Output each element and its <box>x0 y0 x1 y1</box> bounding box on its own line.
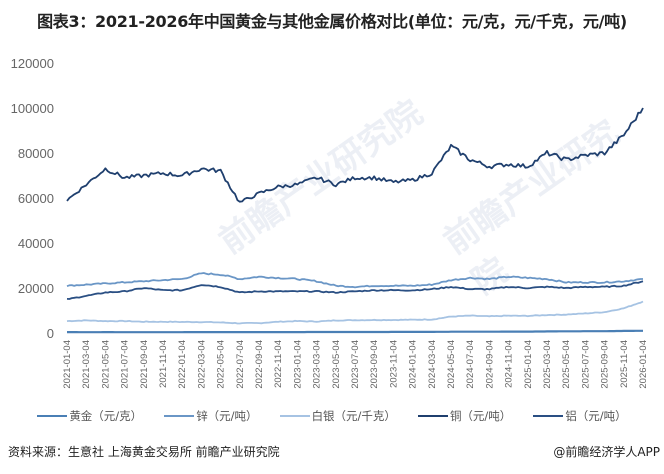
y-axis: 0 20000 40000 60000 80000 100000 120000 <box>11 56 54 341</box>
chart-title: 图表3：2021-2026年中国黄金与其他金属价格对比(单位：元/克，元/千克，… <box>37 12 627 31</box>
legend-swatch-gold <box>37 415 68 417</box>
legend-label: 铜（元/吨） <box>449 409 512 423</box>
x-tick-label: 2023-01-04 <box>292 340 303 389</box>
plot-area <box>66 107 644 334</box>
legend-label: 锌（元/吨） <box>196 409 258 423</box>
x-tick-label: 2025-03-04 <box>542 340 553 389</box>
x-tick-label: 2024-11-04 <box>504 340 515 388</box>
x-tick-label: 2024-03-04 <box>427 340 438 389</box>
x-tick-label: 2024-05-04 <box>446 340 457 389</box>
x-tick-label: 2023-07-04 <box>350 340 361 389</box>
legend-label: 黄金（元/克） <box>69 409 143 423</box>
legend-item-copper[interactable]: 铜（元/吨） <box>417 408 512 424</box>
credit: @前瞻经济学人APP <box>553 445 660 459</box>
series-line-gold <box>67 329 643 334</box>
x-tick-label: 2021-09-04 <box>139 340 150 389</box>
y-tick-label: 40000 <box>18 236 54 251</box>
source-note: 资料来源：生意社 上海黄金交易所 前瞻产业研究院 <box>8 445 280 459</box>
x-tick-label: 2025-05-04 <box>561 340 572 389</box>
x-tick-label: 2021-11-04 <box>158 340 169 388</box>
x-tick-label: 2022-11-04 <box>273 340 284 388</box>
y-tick-label: 100000 <box>11 101 54 116</box>
series-line-copper <box>66 107 644 203</box>
legend-swatch-silver <box>279 415 310 417</box>
x-tick-label: 2022-09-04 <box>254 340 265 389</box>
legend-item-silver[interactable]: 白银（元/千克） <box>279 408 396 424</box>
legend-label: 白银（元/千克） <box>311 409 396 423</box>
series-line-aluminum <box>66 280 644 300</box>
x-tick-label: 2025-01-04 <box>523 340 534 389</box>
x-tick-label: 2021-03-04 <box>81 340 92 389</box>
legend-swatch-aluminum <box>533 415 564 417</box>
legend-item-zinc[interactable]: 锌（元/吨） <box>164 408 258 424</box>
x-tick-label: 2021-05-04 <box>100 340 111 389</box>
x-tick-label: 2022-01-04 <box>177 340 188 389</box>
x-axis: 2021-01-04 2021-03-04 2021-05-04 2021-07-04… <box>62 340 649 389</box>
legend-swatch-zinc <box>164 415 195 417</box>
y-tick-label: 120000 <box>11 56 54 71</box>
series-line-silver <box>66 300 644 325</box>
y-tick-label: 60000 <box>18 191 54 206</box>
series-line-zinc <box>66 272 643 289</box>
y-tick-label: 20000 <box>18 281 54 296</box>
legend-swatch-copper <box>417 415 448 417</box>
legend-item-aluminum[interactable]: 铝（元/吨） <box>533 408 627 424</box>
x-tick-label: 2022-05-04 <box>216 340 227 389</box>
x-tick-label: 2026-01-04 <box>638 340 649 389</box>
x-tick-label: 2022-07-04 <box>235 340 246 389</box>
legend: 黄金（元/克） 锌（元/吨） 白银（元/千克） 铜（元/吨） 铝（元/吨） <box>0 408 664 424</box>
y-tick-label: 0 <box>47 326 54 341</box>
x-tick-label: 2023-09-04 <box>369 340 380 389</box>
x-tick-label: 2025-07-04 <box>580 340 591 389</box>
x-tick-label: 2024-09-04 <box>484 340 495 389</box>
y-tick-label: 80000 <box>18 146 54 161</box>
x-tick-label: 2023-11-04 <box>388 340 399 388</box>
legend-label: 铝（元/吨） <box>565 409 627 423</box>
x-tick-label: 2021-07-04 <box>120 340 131 389</box>
x-tick-label: 2021-01-04 <box>62 340 73 389</box>
legend-item-gold[interactable]: 黄金（元/克） <box>37 408 142 424</box>
x-tick-label: 2025-09-04 <box>600 340 611 389</box>
x-tick-label: 2022-03-04 <box>196 340 207 389</box>
x-tick-label: 2024-01-04 <box>408 340 419 389</box>
x-tick-label: 2025-11-04 <box>619 340 630 388</box>
x-tick-label: 2023-05-04 <box>331 340 342 389</box>
x-tick-label: 2023-03-04 <box>312 340 323 389</box>
x-tick-label: 2024-07-04 <box>465 340 476 389</box>
